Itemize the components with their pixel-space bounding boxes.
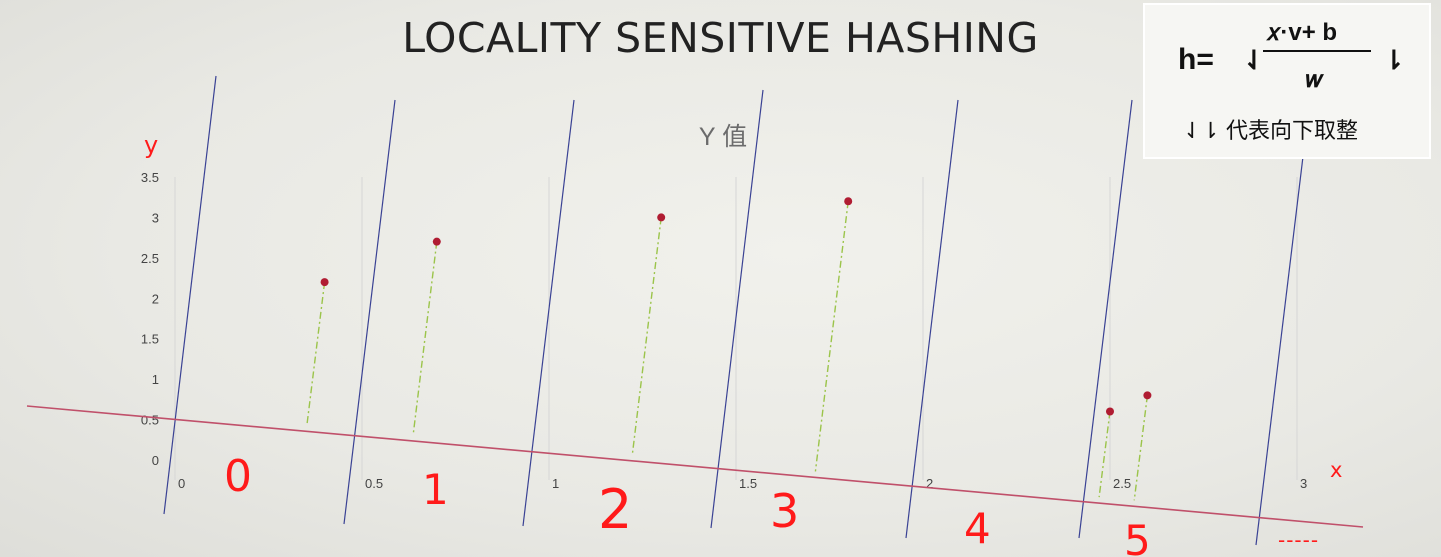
y-tick-label: 3.5 <box>141 170 159 185</box>
x-tick-label: 2.5 <box>1113 476 1131 491</box>
projection-dash-line <box>1098 411 1111 498</box>
projection-dash-line <box>1133 395 1149 501</box>
y-tick-label: 3 <box>152 210 159 225</box>
data-point <box>432 237 441 246</box>
ellipsis-annotation: ----- <box>1278 528 1319 552</box>
bucket-label-2: 2 <box>598 478 632 541</box>
x-tick-label: 0 <box>178 476 185 491</box>
y-axis-annotation: y <box>144 131 158 159</box>
floor-open-symbol: ⇃ <box>1243 45 1265 75</box>
x-tick-labels: 0 0.5 1 1.5 2 2.5 3 <box>178 476 1307 491</box>
bucket-label-4: 4 <box>964 504 991 553</box>
bucket-boundary-line <box>343 99 396 525</box>
bucket-label-0: 0 <box>224 451 252 502</box>
data-points <box>320 197 1152 416</box>
bucket-boundary-line <box>1078 99 1133 539</box>
bucket-boundary-line <box>710 89 764 529</box>
data-point <box>1106 407 1114 416</box>
formula-numerator: 𝑥·v+ b <box>1266 19 1337 46</box>
bucket-boundary-line <box>905 99 959 539</box>
bucket-boundary-line <box>522 99 575 527</box>
data-point <box>320 278 329 287</box>
y-tick-label: 2 <box>152 291 159 306</box>
projection-dash-line <box>306 282 326 426</box>
data-point <box>657 213 666 222</box>
data-point <box>1143 391 1152 400</box>
gridlines <box>174 177 1298 480</box>
formula-svg: h= ⇃ 𝑥·v+ b 𝑤 ⇂ ⇃⇂ 代表向下取整 <box>1178 19 1405 143</box>
formula-box: h= ⇃ 𝑥·v+ b 𝑤 ⇂ ⇃⇂ 代表向下取整 <box>1143 3 1431 159</box>
formula-lhs: h= <box>1178 43 1214 76</box>
formula-note: ⇃⇂ 代表向下取整 <box>1183 118 1358 143</box>
bucket-label-5: 5 <box>1124 516 1151 557</box>
projection-axis-line <box>26 405 1364 528</box>
bucket-boundary-lines <box>163 75 1306 546</box>
x-tick-label: 3 <box>1300 476 1307 491</box>
x-tick-label: 2 <box>926 476 933 491</box>
bucket-boundary-line <box>163 75 217 515</box>
y-tick-label: 0 <box>152 453 159 468</box>
x-tick-label: 1.5 <box>739 476 757 491</box>
chart-title: Y 值 <box>699 123 747 151</box>
projection-dash-lines <box>306 201 1149 501</box>
x-axis-annotation: x <box>1330 458 1342 482</box>
bucket-boundary-line <box>1255 139 1306 546</box>
y-tick-label: 2.5 <box>141 251 159 266</box>
y-tick-label: 1 <box>152 372 159 387</box>
floor-close-symbol: ⇂ <box>1383 45 1405 75</box>
bucket-label-3: 3 <box>770 484 799 538</box>
x-tick-label: 1 <box>552 476 559 491</box>
projection-dash-line <box>412 241 438 436</box>
y-tick-label: 0.5 <box>141 413 159 428</box>
y-tick-label: 1.5 <box>141 332 159 347</box>
projection-dash-line <box>814 201 849 472</box>
data-point <box>844 197 853 206</box>
x-tick-label: 0.5 <box>365 476 383 491</box>
slide-title: LOCALITY SENSITIVE HASHING <box>402 14 1039 62</box>
formula-denominator: 𝑤 <box>1306 66 1325 93</box>
y-tick-labels: 0 0.5 1 1.5 2 2.5 3 3.5 <box>141 170 159 468</box>
projection-dash-line <box>631 217 662 455</box>
bucket-label-1: 1 <box>422 465 449 514</box>
